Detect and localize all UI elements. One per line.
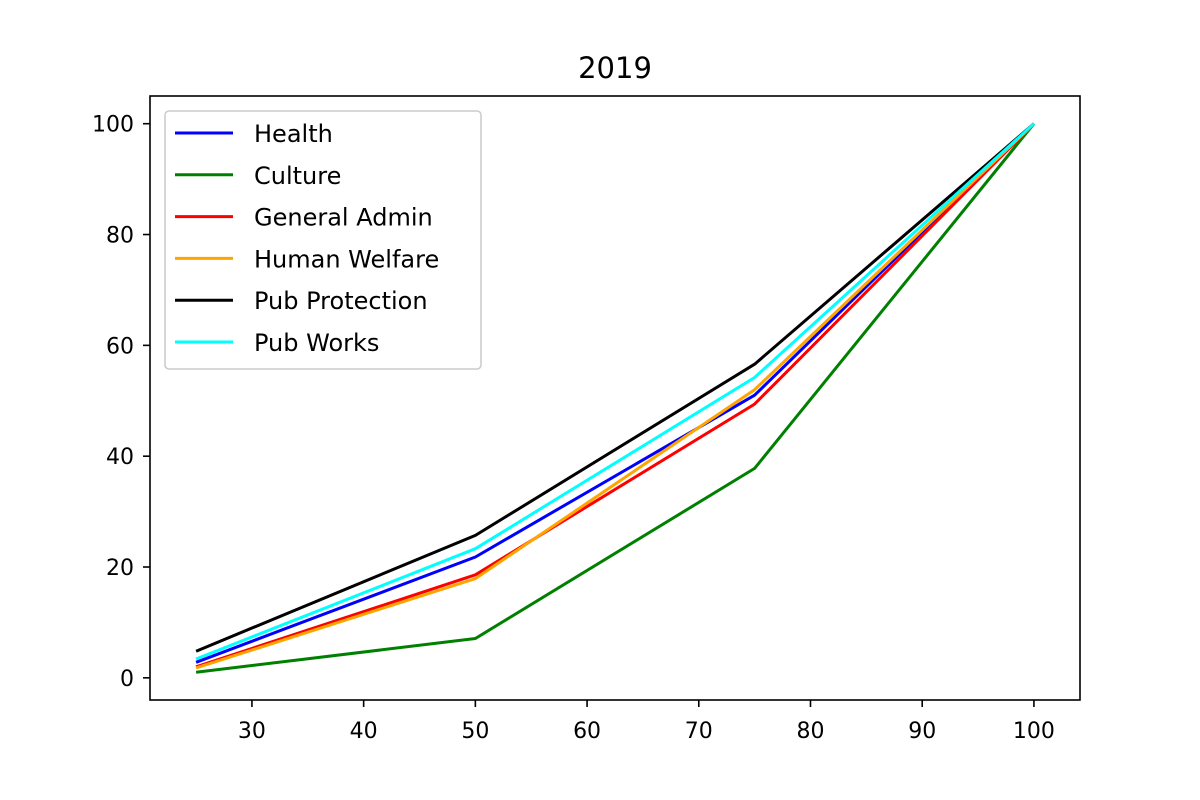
series-line-culture bbox=[195, 122, 1036, 674]
legend-label: Health bbox=[254, 120, 333, 148]
x-tick-label: 70 bbox=[685, 719, 713, 744]
x-tick-label: 100 bbox=[1013, 719, 1055, 744]
series-lines bbox=[195, 122, 1036, 674]
legend-item: Pub Protection bbox=[175, 287, 428, 315]
legend-item: Human Welfare bbox=[175, 245, 439, 273]
legend-item: General Admin bbox=[175, 204, 433, 232]
x-tick-label: 30 bbox=[238, 719, 266, 744]
legend-label: General Admin bbox=[254, 204, 433, 232]
series-line-human-welfare bbox=[195, 122, 1035, 670]
y-tick-label: 80 bbox=[106, 224, 134, 249]
x-tick-label: 50 bbox=[461, 719, 489, 744]
legend-frame bbox=[164, 110, 482, 370]
x-tick-label: 40 bbox=[350, 719, 378, 744]
chart-title: 2019 bbox=[578, 51, 652, 85]
y-tick-label: 100 bbox=[92, 113, 134, 138]
y-tick-label: 40 bbox=[106, 445, 134, 470]
series-line-general-admin bbox=[195, 122, 1035, 669]
legend-item: Health bbox=[175, 120, 333, 148]
y-axis: 0 20 40 60 80 100 bbox=[92, 113, 150, 692]
plot-area-frame bbox=[149, 95, 1081, 701]
legend-label: Pub Protection bbox=[254, 287, 428, 315]
x-axis: 30 40 50 60 70 80 90 100 bbox=[238, 700, 1055, 744]
legend-label: Pub Works bbox=[254, 329, 379, 357]
legend-label: Human Welfare bbox=[254, 245, 439, 273]
legend-item: Pub Works bbox=[175, 329, 379, 357]
y-tick-label: 0 bbox=[120, 667, 134, 692]
series-line-health bbox=[195, 122, 1035, 664]
series-line-pub-works bbox=[195, 122, 1035, 661]
y-tick-label: 20 bbox=[106, 556, 134, 581]
y-tick-label: 60 bbox=[106, 334, 134, 359]
series-line-pub-protection bbox=[195, 122, 1035, 653]
legend: Health Culture General Admin Human Welfare P… bbox=[164, 110, 482, 370]
x-tick-label: 60 bbox=[573, 719, 601, 744]
x-tick-label: 90 bbox=[908, 719, 936, 744]
legend-label: Culture bbox=[254, 162, 341, 190]
x-tick-label: 80 bbox=[796, 719, 824, 744]
legend-item: Culture bbox=[175, 162, 341, 190]
